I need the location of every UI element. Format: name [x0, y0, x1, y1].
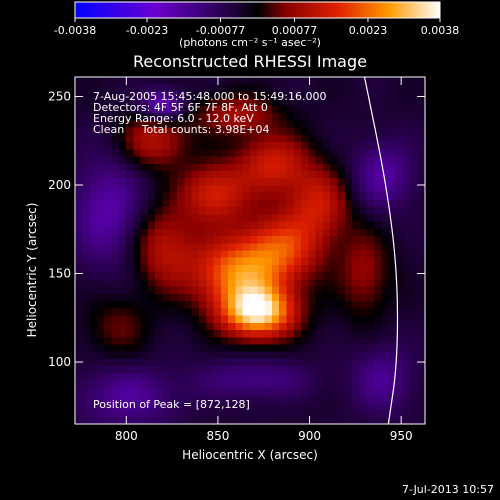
- y-tick-label: 200: [48, 178, 71, 192]
- annotation-time-range: 7-Aug-2005 15:45:48.000 to 15:49:16.000: [93, 90, 327, 103]
- annotation-detectors: Detectors: 4F 5F 6F 7F 8F, Att 0: [93, 101, 268, 114]
- rhessi-image: [75, 77, 425, 424]
- colorbar: [74, 1, 441, 22]
- x-tick-label: 950: [390, 429, 413, 443]
- colorbar-tick-label: -0.0023: [125, 24, 169, 37]
- y-tick-label: 100: [48, 355, 71, 369]
- chart-title: Reconstructed RHESSI Image: [133, 52, 367, 71]
- colorbar-tick-label: 0.0038: [420, 24, 460, 37]
- x-axis-ticks: 800 850 900 950: [115, 77, 413, 443]
- x-axis-label: Heliocentric X (arcsec): [182, 448, 318, 462]
- annotation-energy-range: Energy Range: 6.0 - 12.0 keV: [93, 112, 254, 125]
- colorbar-gradient: [74, 1, 441, 19]
- y-tick-label: 250: [48, 89, 71, 103]
- timestamp: 7-Jul-2013 10:57: [401, 483, 494, 496]
- y-axis-ticks: 100 150 200 250: [48, 89, 425, 369]
- x-tick-label: 850: [206, 429, 229, 443]
- colorbar-tick-label: -0.00077: [195, 24, 246, 37]
- y-tick-label: 150: [48, 267, 71, 281]
- colorbar-ticks: [74, 18, 441, 22]
- plot-frame: [74, 76, 426, 425]
- y-axis-label: Heliocentric Y (arcsec): [25, 202, 39, 338]
- colorbar-units: (photons cm⁻² s⁻¹ asec⁻²): [179, 36, 321, 49]
- colorbar-tick-label: 0.0023: [348, 24, 388, 37]
- solar-limb-curve: [363, 76, 399, 425]
- annotation-peak-position: Position of Peak = [872,128]: [93, 398, 250, 411]
- x-tick-label: 900: [298, 429, 321, 443]
- colorbar-tick-label: -0.0038: [53, 24, 97, 37]
- annotation-clean-counts: Clean Total counts: 3.98E+04: [93, 123, 270, 136]
- colorbar-tick-label: 0.00077: [271, 24, 318, 37]
- x-tick-label: 800: [115, 429, 138, 443]
